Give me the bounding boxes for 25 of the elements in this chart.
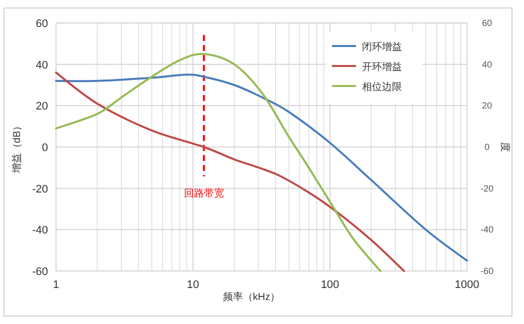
- x-tick-label: 100: [320, 279, 340, 291]
- y2-tick-label: -40: [480, 224, 494, 235]
- legend-label: 相位边限: [362, 81, 402, 93]
- x-axis-title: 频率（kHz）: [222, 291, 280, 303]
- y-tick-label: 40: [36, 59, 48, 72]
- x-tick-label: 1000: [454, 279, 480, 291]
- y-tick-label: 0: [42, 142, 48, 154]
- y2-tick-label: 60: [482, 18, 492, 28]
- y-axis-title: 增益（dB）: [11, 120, 23, 174]
- y2-tick-label: -60: [480, 266, 494, 276]
- legend-label: 闭环增益: [362, 41, 402, 53]
- y2-tick-label: 0: [484, 142, 490, 152]
- legend-label: 开环增益: [362, 61, 402, 73]
- y2-tick-label: 20: [482, 100, 492, 111]
- y-tick-label: 60: [36, 18, 48, 30]
- x-tick-label: 1: [52, 279, 60, 291]
- y2-axis-title: 度: [499, 142, 511, 152]
- y-tick-label: -20: [32, 183, 48, 196]
- y-tick-label: -40: [32, 224, 48, 237]
- y-tick-label: 20: [36, 100, 48, 113]
- y2-tick-label: -20: [480, 183, 494, 194]
- x-tick-label: 10: [186, 279, 200, 291]
- ref-line-label: 回路带宽: [184, 187, 224, 200]
- y-tick-label: -60: [32, 266, 48, 278]
- y2-tick-label: 40: [482, 59, 492, 70]
